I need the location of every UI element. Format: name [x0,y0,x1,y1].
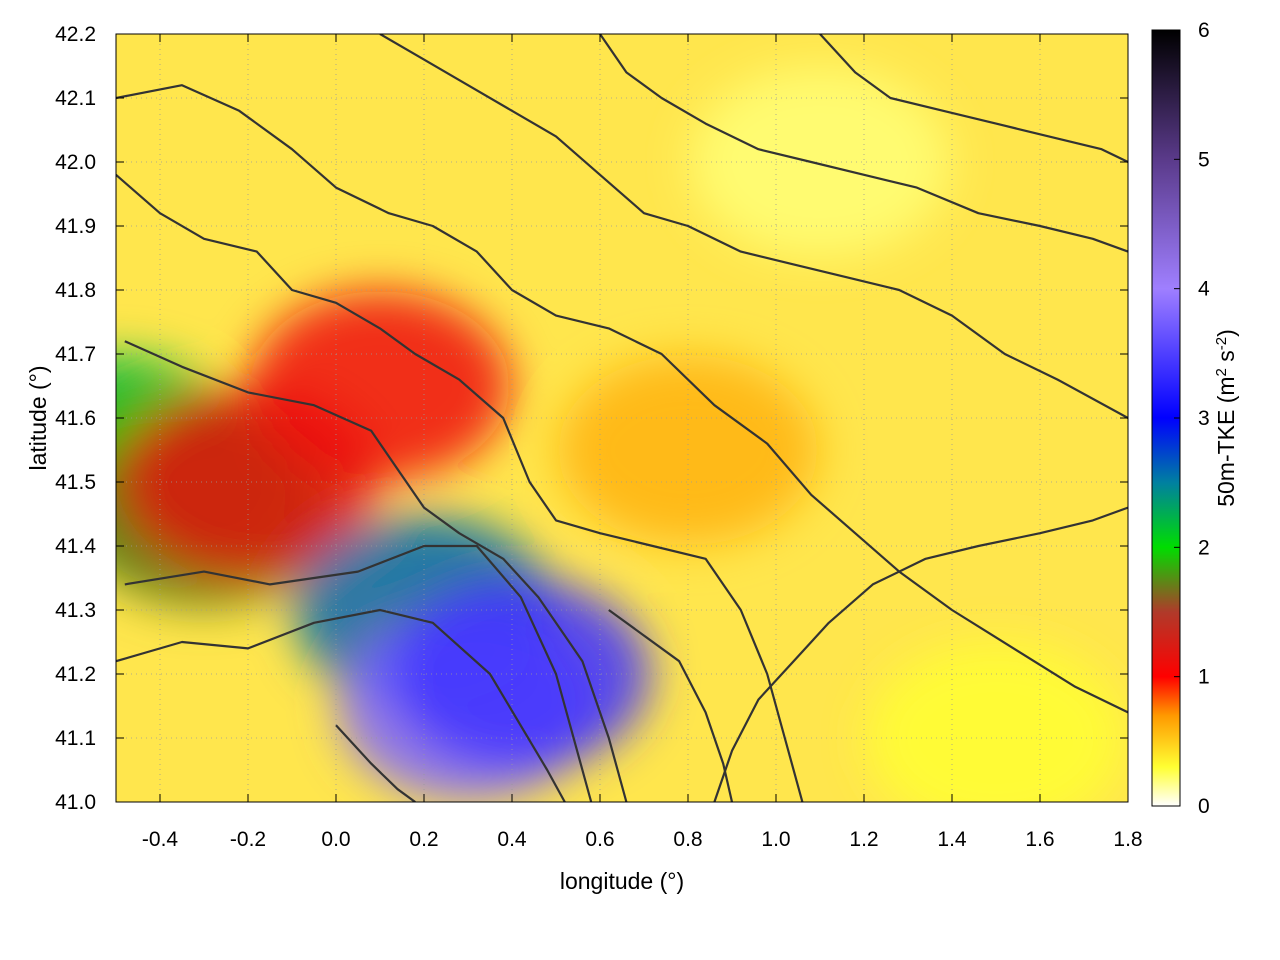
colorbar-tick-label-5: 5 [1198,148,1210,171]
y-axis: 41.0 41.1 41.2 41.3 41.4 41.5 41.6 41.7 41.8 41.9… [55,23,1128,814]
colorbar-ticks: 0 1 2 3 4 5 6 [1174,19,1210,818]
y-tick-label-5: 41.5 [55,471,96,494]
tke-region-7 [250,291,510,481]
y-tick-label-8: 41.8 [55,279,96,302]
y-tick-label-12: 42.2 [55,23,96,46]
y-tick-label-9: 41.9 [55,215,96,238]
colorbar-label-main: 50m-TKE (m [1213,376,1239,506]
tke-region-6 [390,579,651,769]
contour-line-3 [116,173,804,802]
y-tick-label-11: 42.1 [55,87,96,110]
colorbar-tick-label-4: 4 [1198,278,1210,301]
tke-region-9 [866,643,1126,802]
x-tick-label-0: -0.4 [142,828,179,851]
plot-area [115,33,1129,803]
contour-line-5 [379,34,1128,419]
y-tick-label-3: 41.3 [55,599,96,622]
tke-region-10 [690,67,950,257]
colorbar-tick-label-0: 0 [1198,795,1210,818]
x-tick-label-8: 1.2 [849,828,878,851]
x-axis-label: longitude (°) [560,868,684,894]
y-tick-label-0: 41.0 [55,791,96,814]
x-tick-label-10: 1.6 [1025,828,1054,851]
x-tick-label-4: 0.4 [497,828,527,851]
y-tick-label-2: 41.2 [55,663,96,686]
x-tick-label-3: 0.2 [409,828,438,851]
colorbar-label-sup2: -2 [1213,337,1230,350]
contour-line-9 [608,609,734,802]
y-tick-label-4: 41.4 [55,535,96,558]
x-tick-label-11: 1.8 [1113,828,1142,851]
x-tick-label-6: 0.8 [673,828,702,851]
contour-line-7 [819,34,1128,163]
colorbar-label-mid: s [1213,350,1239,368]
x-tick-label-9: 1.4 [937,828,967,851]
contour-line-0 [116,608,566,802]
y-axis-label: latitude (°) [25,365,51,470]
contour-line-4 [116,84,1128,714]
x-axis: -0.4 -0.2 0.0 0.2 0.4 0.6 0.8 1.0 1.2 1.4 1.6 1.8 [142,34,1143,851]
terrain-contours [116,34,1128,802]
contour-line-10 [335,724,416,802]
y-tick-label-1: 41.1 [55,727,96,750]
contour-line-2 [124,340,628,802]
contour-line-6 [599,34,1128,253]
colorbar-tick-label-1: 1 [1198,666,1210,689]
contour-line-1 [124,544,593,802]
y-tick-label-10: 42.0 [55,151,96,174]
x-tick-label-5: 0.6 [585,828,614,851]
x-tick-label-2: 0.0 [321,828,350,851]
colorbar-tick-label-3: 3 [1198,407,1210,430]
contour-line-8 [713,506,1128,802]
colorbar-label: 50m-TKE (m2 s-2) [1213,329,1240,507]
x-tick-label-1: -0.2 [230,828,266,851]
colorbar-label-end: ) [1213,329,1239,337]
colorbar-tick-label-2: 2 [1198,536,1210,559]
colorbar-tick-label-6: 6 [1198,19,1210,42]
x-tick-label-7: 1.0 [761,828,790,851]
colorbar-label-sup1: 2 [1213,368,1230,376]
y-tick-label-7: 41.7 [55,343,96,366]
y-tick-label-6: 41.6 [55,407,96,430]
